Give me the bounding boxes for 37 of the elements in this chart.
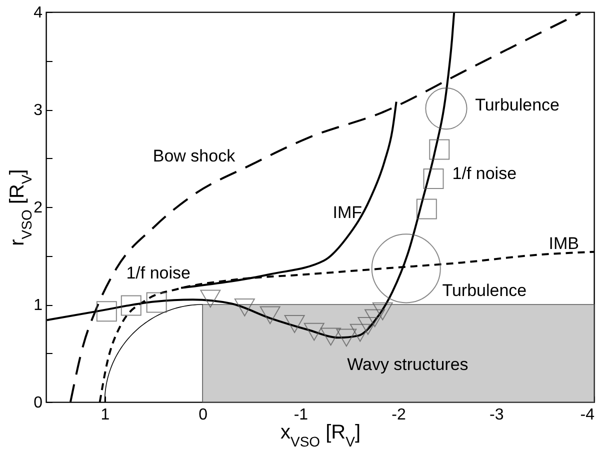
x-tick-label: -2 [392,406,406,424]
point [120,295,142,316]
annotation: Bow shock [152,146,236,166]
point [96,301,117,322]
point [200,290,221,308]
x-axis-title: x$_{VSO}$ [R$_{V}$] [280,422,361,450]
x-tick-label: 0 [198,406,208,424]
x-tick-label: -1 [294,406,308,424]
annotation: 1/f noise [126,263,190,282]
annotation: 1/f noise [452,164,517,183]
point [146,292,167,313]
point [372,302,393,320]
point [429,139,450,160]
point [350,324,370,342]
x-tick-label: 1 [100,406,110,424]
annotation: Wavy structures [347,354,468,374]
point [304,322,324,341]
y-tick-label: 4 [34,4,43,22]
annotation: IMF [332,202,362,222]
point [358,317,378,335]
y-tick-label: 2 [34,200,43,216]
point [234,298,255,316]
y-tick-label: 0 [34,394,43,412]
point [336,328,357,347]
point [416,198,437,220]
x-tick-label: -4 [580,406,595,424]
y-tick-label: 1 [34,297,43,314]
annotation: Turbulence [442,280,527,300]
point [320,328,342,346]
point [423,168,444,189]
annotation: IMB [548,234,579,254]
y-tick-label: 3 [34,102,43,119]
point [284,315,305,333]
annotation: Turbulence [475,96,560,115]
point [260,306,280,324]
point [364,309,386,328]
x-tick-label: -3 [490,406,504,424]
